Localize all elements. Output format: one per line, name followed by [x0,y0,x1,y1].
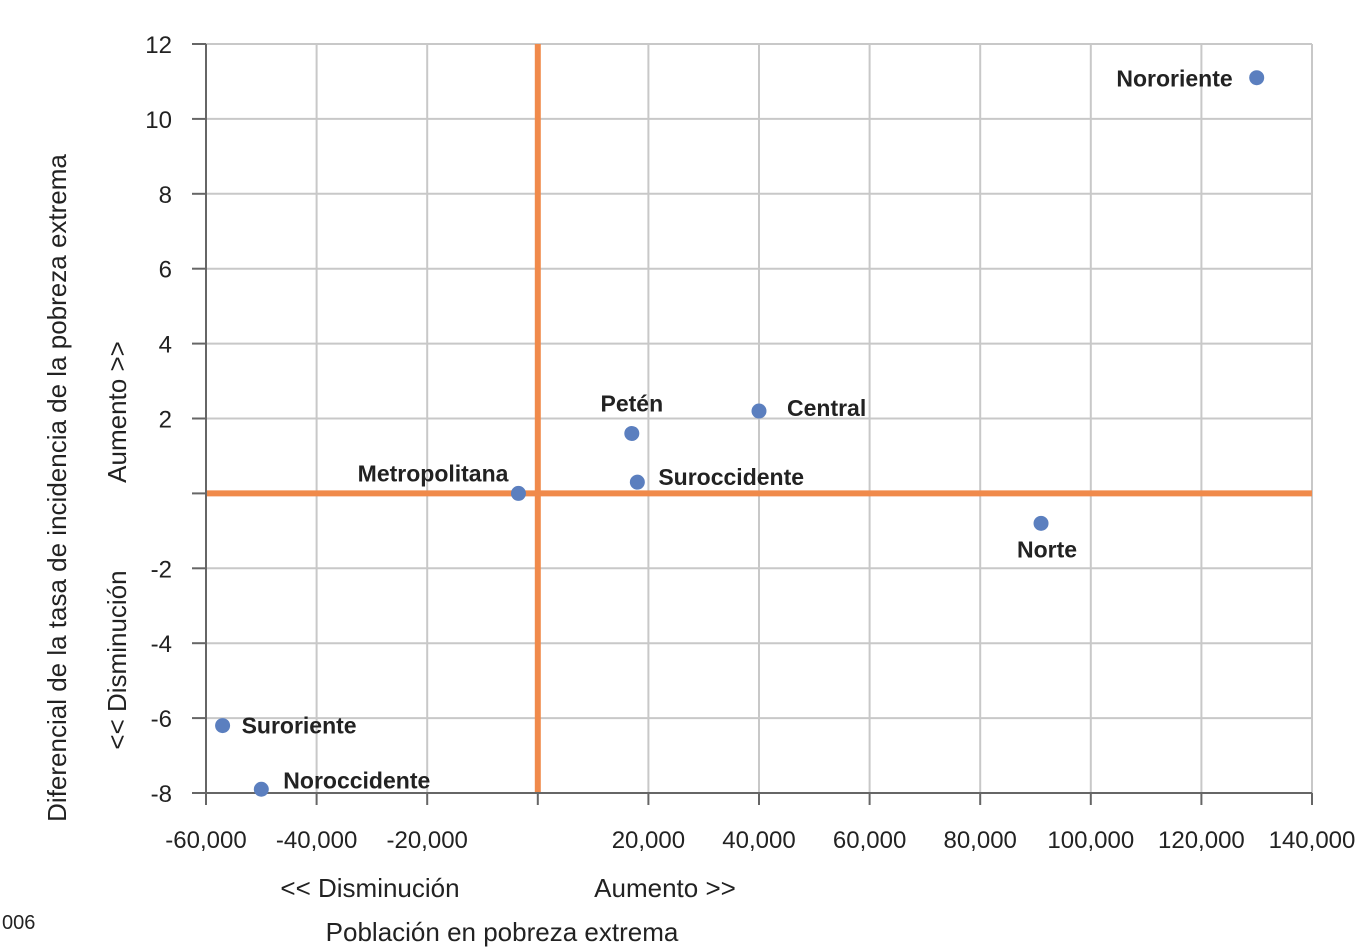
data-point [1033,515,1049,531]
x-axis-title: Población en pobreza extrema [326,917,679,947]
data-point [215,718,231,734]
y-tick-label: 12 [145,32,172,59]
data-point [510,485,526,501]
y-axis-title: Diferencial de la tasa de incidencia de … [42,154,72,822]
point-label: Metropolitana [358,460,509,486]
point-label: Petén [600,390,663,416]
reference-lines [206,44,1312,793]
x-tick-label: 140,000 [1269,827,1356,854]
y-tick-label: 2 [159,407,172,434]
x-tick-label: 80,000 [943,827,1016,854]
point-label: Noroccidente [283,767,430,793]
point-labels: Nororiente Petén Central Metropolitana Suroc… [242,66,1233,794]
x-tick-label: 20,000 [612,827,685,854]
point-label: Suroriente [242,713,357,739]
y-tick-label: 6 [159,257,172,284]
y-tick-label: 8 [159,182,172,209]
y-tick-label: -8 [151,781,172,808]
point-label: Suroccidente [658,464,804,490]
y-tick-labels: 12 10 8 6 4 2 -2 -4 -6 -8 [145,32,172,808]
point-label: Central [787,395,866,421]
x-tick-label: 120,000 [1158,827,1245,854]
y-tick-label: -2 [151,556,172,583]
x-tick-label: -60,000 [165,827,246,854]
x-tick-label: 60,000 [833,827,906,854]
x-tick-label: 40,000 [722,827,795,854]
point-label: Norte [1017,536,1077,562]
axes [192,43,1313,805]
point-label: Nororiente [1116,66,1232,92]
y-direction-decrease-label: << Disminución [102,570,132,749]
data-point [1249,70,1265,86]
x-direction-increase-label: Aumento >> [594,873,736,903]
x-direction-decrease-label: << Disminución [280,873,459,903]
data-point [253,781,269,797]
x-tick-label: -20,000 [386,827,467,854]
x-tick-label: 100,000 [1047,827,1134,854]
y-direction-increase-label: Aumento >> [102,341,132,483]
y-tick-label: -6 [151,706,172,733]
y-tick-label: 10 [145,107,172,134]
y-tick-label: -4 [151,631,172,658]
x-tick-labels: -60,000 -40,000 -20,000 20,000 40,000 60,000 8… [165,827,1355,854]
x-tick-label: -40,000 [276,827,357,854]
data-point [629,474,645,490]
page-fragment-text: 006 [2,912,36,934]
y-tick-label: 4 [159,332,172,359]
data-points [215,70,1265,797]
data-point [751,403,767,419]
data-point [624,425,640,441]
